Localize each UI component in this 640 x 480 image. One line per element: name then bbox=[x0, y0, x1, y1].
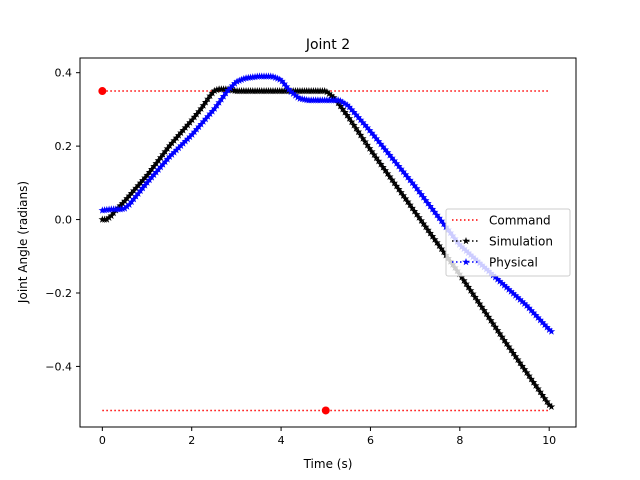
x-tick-label: 10 bbox=[542, 434, 556, 447]
plot-frame bbox=[79, 57, 577, 428]
y-tick-label: −0.2 bbox=[45, 287, 72, 300]
x-tick-label: 8 bbox=[456, 434, 463, 447]
y-axis-label: Joint Angle (radians) bbox=[16, 181, 30, 304]
x-tick-label: 2 bbox=[188, 434, 195, 447]
legend-box bbox=[445, 208, 571, 277]
y-tick-label: 0.0 bbox=[55, 214, 73, 227]
chart-title: Joint 2 bbox=[305, 37, 350, 53]
series-point-command bbox=[321, 406, 330, 415]
y-axis-ticks: 0.4 0.2 0.0 −0.2 −0.4 bbox=[45, 67, 80, 373]
series-line-physical bbox=[102, 75, 552, 333]
legend-entry-command: Command bbox=[452, 214, 551, 228]
series-layer bbox=[98, 72, 556, 415]
y-tick-label: 0.2 bbox=[55, 140, 73, 153]
legend-entry-physical: Physical bbox=[452, 256, 538, 270]
legend: Command Simulation Physical bbox=[445, 208, 571, 277]
y-tick-label: −0.4 bbox=[45, 360, 72, 373]
legend-entry-simulation: Simulation bbox=[452, 235, 553, 249]
x-axis-ticks: 0 2 4 6 8 10 bbox=[99, 427, 556, 447]
x-tick-label: 0 bbox=[99, 434, 106, 447]
legend-label-command: Command bbox=[489, 214, 551, 228]
x-axis-label: Time (s) bbox=[303, 457, 353, 471]
x-tick-label: 4 bbox=[278, 434, 285, 447]
series-point-command bbox=[98, 87, 107, 96]
series-simulation bbox=[98, 85, 556, 411]
x-tick-label: 6 bbox=[367, 434, 374, 447]
legend-label-physical: Physical bbox=[489, 256, 538, 270]
y-tick-label: 0.4 bbox=[55, 67, 73, 80]
axes: 0 2 4 6 8 10 0.4 0.2 0.0 −0.2 −0.4 bbox=[45, 57, 577, 447]
series-command bbox=[98, 87, 550, 415]
series-physical bbox=[98, 72, 556, 335]
legend-label-simulation: Simulation bbox=[489, 235, 553, 249]
